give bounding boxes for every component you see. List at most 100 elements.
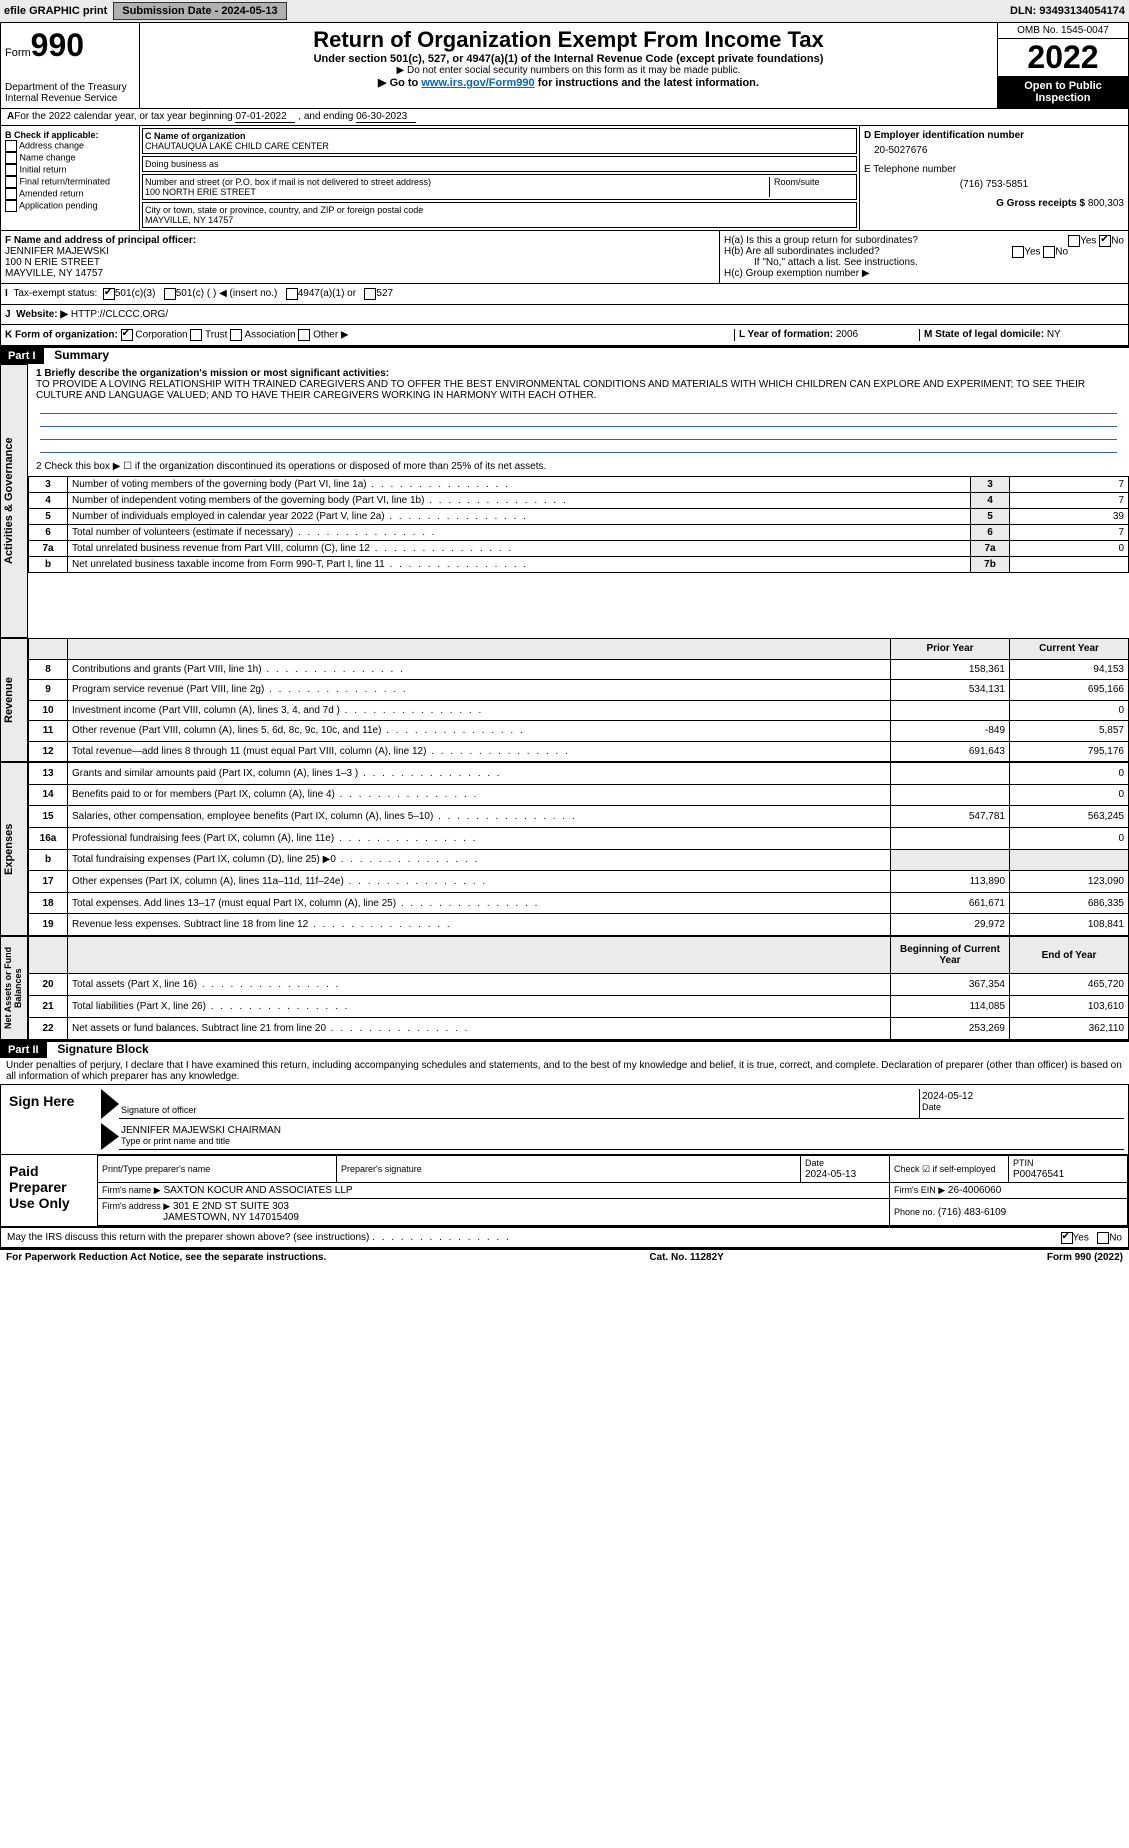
line-a: AFor the 2022 calendar year, or tax year… xyxy=(0,109,1129,126)
g-lbl: G Gross receipts $ xyxy=(996,198,1085,209)
e-val: (716) 753-5851 xyxy=(864,175,1124,198)
k-assoc[interactable] xyxy=(230,329,242,341)
table-row: 22Net assets or fund balances. Subtract … xyxy=(29,1018,1129,1040)
firm-name: SAXTON KOCUR AND ASSOCIATES LLP xyxy=(163,1185,352,1196)
discuss-text: May the IRS discuss this return with the… xyxy=(7,1232,369,1243)
ptin-lbl: PTIN xyxy=(1013,1158,1034,1168)
submission-date-box: Submission Date - 2024-05-13 xyxy=(113,2,286,20)
k-other[interactable] xyxy=(298,329,310,341)
j-row: J Website: ▶ HTTP://CLCCC.ORG/ xyxy=(0,305,1129,325)
form-goto: ▶ Go to www.irs.gov/Form990 for instruct… xyxy=(144,76,993,89)
form-sub2: ▶ Do not enter social security numbers o… xyxy=(144,65,993,76)
m-val: NY xyxy=(1047,329,1061,340)
i-lbl: Tax-exempt status: xyxy=(13,288,97,300)
table-row: 5Number of individuals employed in calen… xyxy=(29,509,1129,525)
table-row: 11Other revenue (Part VIII, column (A), … xyxy=(29,721,1129,742)
c-dba-lbl: Doing business as xyxy=(145,159,219,169)
discuss-yes[interactable] xyxy=(1061,1232,1073,1244)
sig-date-val: 2024-05-12 xyxy=(922,1091,973,1102)
q1-lbl: 1 Briefly describe the organization's mi… xyxy=(36,368,389,379)
dept-treasury: Department of the Treasury xyxy=(5,82,135,93)
d-val: 20-5027676 xyxy=(864,141,1124,164)
goto-post: for instructions and the latest informat… xyxy=(535,77,759,89)
k-opt2: Association xyxy=(244,330,295,341)
part1-body: Activities & Governance 1 Briefly descri… xyxy=(0,364,1129,638)
i-501c[interactable] xyxy=(164,288,176,300)
goto-pre: ▶ Go to xyxy=(378,77,421,89)
goto-link[interactable]: www.irs.gov/Form990 xyxy=(421,77,534,89)
sidetab-exp: Expenses xyxy=(0,762,28,936)
form-sub1: Under section 501(c), 527, or 4947(a)(1)… xyxy=(144,53,993,65)
prep-sig-lbl: Preparer's signature xyxy=(341,1164,422,1174)
k-trust[interactable] xyxy=(190,329,202,341)
a-pre: For the 2022 calendar year, or tax year … xyxy=(14,111,235,122)
i-501c3[interactable] xyxy=(103,288,115,300)
firm-name-lbl: Firm's name ▶ xyxy=(102,1185,161,1195)
c-name-box: C Name of organization CHAUTAUQUA LAKE C… xyxy=(142,128,857,154)
table-row: bNet unrelated business taxable income f… xyxy=(29,557,1129,573)
firm-ein-lbl: Firm's EIN ▶ xyxy=(894,1185,945,1195)
arrow-icon xyxy=(101,1089,119,1119)
tax-year: 2022 xyxy=(998,39,1128,76)
table-row: 6Total number of volunteers (estimate if… xyxy=(29,525,1129,541)
chk-final-return[interactable] xyxy=(5,176,17,188)
form-990-big: 990 xyxy=(31,27,84,63)
m-lbl: M State of legal domicile: xyxy=(924,329,1044,340)
ha-no[interactable] xyxy=(1099,235,1111,247)
i-opt2: 4947(a)(1) or xyxy=(298,288,356,300)
table-row: 9Program service revenue (Part VIII, lin… xyxy=(29,680,1129,701)
chk-amended[interactable] xyxy=(5,188,17,200)
preparer-table: Print/Type preparer's name Preparer's si… xyxy=(97,1155,1128,1226)
exp-table: 13Grants and similar amounts paid (Part … xyxy=(28,762,1129,936)
hb-no[interactable] xyxy=(1043,246,1055,258)
b-item-0: Address change xyxy=(19,140,84,150)
table-row: 18Total expenses. Add lines 13–17 (must … xyxy=(29,892,1129,914)
firm-ein: 26-4006060 xyxy=(948,1185,1001,1196)
c-street-lbl: Number and street (or P.O. box if mail i… xyxy=(145,177,431,187)
ptin: P00476541 xyxy=(1013,1169,1064,1180)
d-lbl: D Employer identification number xyxy=(864,130,1124,141)
hb-yes[interactable] xyxy=(1012,246,1024,258)
b-item-4: Amended return xyxy=(19,188,84,198)
footer: For Paperwork Reduction Act Notice, see … xyxy=(0,1250,1129,1265)
b-item-3: Final return/terminated xyxy=(20,176,111,186)
table-row: 19Revenue less expenses. Subtract line 1… xyxy=(29,914,1129,936)
chk-app-pending[interactable] xyxy=(5,200,17,212)
foot-cat: Cat. No. 11282Y xyxy=(649,1252,723,1263)
chk-name-change[interactable] xyxy=(5,152,17,164)
i-row: I Tax-exempt status: 501(c)(3) 501(c) ( … xyxy=(0,284,1129,305)
revenue-block: Revenue Prior YearCurrent Year8Contribut… xyxy=(0,638,1129,762)
expenses-block: Expenses 13Grants and similar amounts pa… xyxy=(0,762,1129,936)
table-row: bTotal fundraising expenses (Part IX, co… xyxy=(29,849,1129,871)
part2-title: Signature Block xyxy=(49,1042,148,1056)
l-val: 2006 xyxy=(836,329,858,340)
i-4947[interactable] xyxy=(286,288,298,300)
chk-address-change[interactable] xyxy=(5,140,17,152)
net-table: Beginning of Current YearEnd of Year20To… xyxy=(28,936,1129,1040)
c-dba-box: Doing business as xyxy=(142,156,857,172)
sig-date-lbl: Date xyxy=(922,1102,941,1112)
l-lbl: L Year of formation: xyxy=(739,329,833,340)
g-val: 800,303 xyxy=(1088,198,1124,209)
sign-here-lbl: Sign Here xyxy=(1,1085,97,1154)
k-opt3: Other ▶ xyxy=(313,330,348,341)
ha-yes[interactable] xyxy=(1068,235,1080,247)
prep-date: 2024-05-13 xyxy=(805,1169,856,1180)
efile-label: efile GRAPHIC print xyxy=(4,5,107,17)
discuss-no[interactable] xyxy=(1097,1232,1109,1244)
b-label: B Check if applicable: xyxy=(5,130,135,140)
open2: Inspection xyxy=(1035,92,1090,104)
table-row: 10Investment income (Part VIII, column (… xyxy=(29,700,1129,721)
chk-initial-return[interactable] xyxy=(5,164,17,176)
table-row: 14Benefits paid to or for members (Part … xyxy=(29,784,1129,806)
firm-phone-lbl: Phone no. xyxy=(894,1207,935,1217)
table-header: Prior YearCurrent Year xyxy=(29,639,1129,660)
entity-block: B Check if applicable: Address change Na… xyxy=(0,126,1129,231)
i-opt3: 527 xyxy=(376,288,393,300)
k-corp[interactable] xyxy=(121,329,133,341)
table-row: 4Number of independent voting members of… xyxy=(29,493,1129,509)
i-527[interactable] xyxy=(364,288,376,300)
a-mid: , and ending xyxy=(298,111,356,122)
sig-officer-lbl: Signature of officer xyxy=(121,1105,196,1115)
part2-badge: Part II xyxy=(0,1042,47,1058)
